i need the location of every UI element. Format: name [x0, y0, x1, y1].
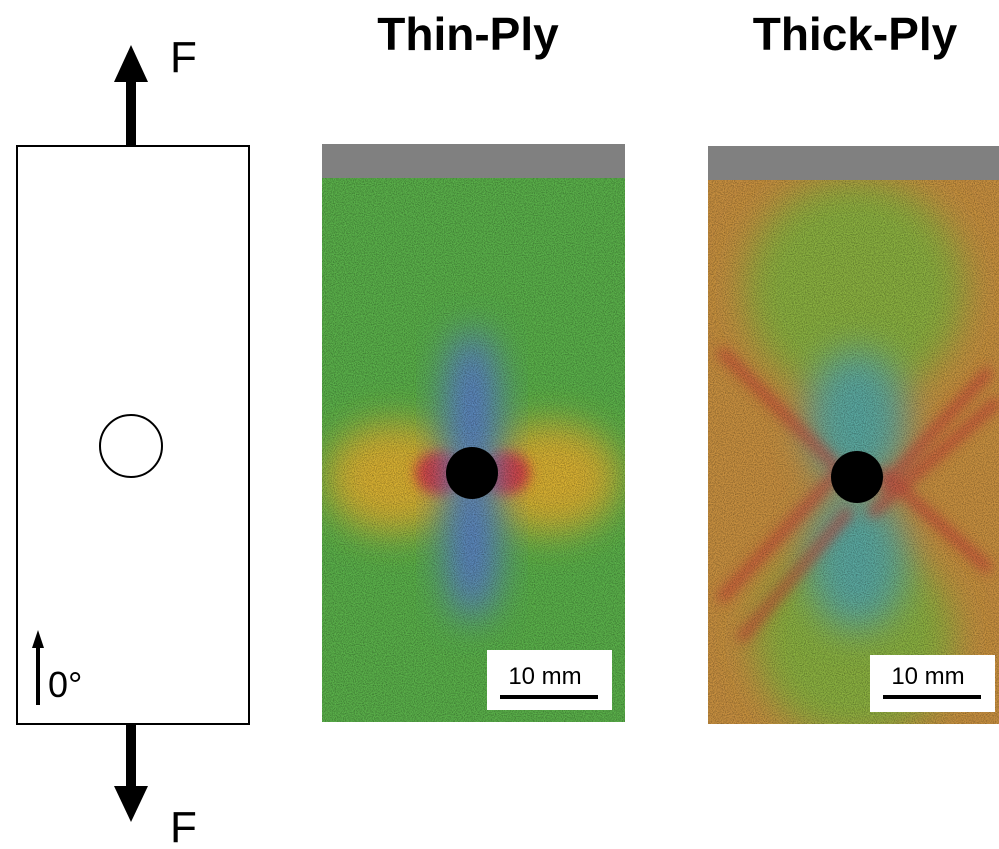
force-arrow-top — [126, 80, 136, 146]
scale-label: 10 mm — [508, 663, 581, 690]
panel-title: Thick-Ply — [753, 8, 958, 60]
strain-field — [322, 144, 625, 722]
force-arrow-bottom — [126, 724, 136, 788]
force-arrowhead-top — [114, 45, 148, 82]
thin-ply-panel: Thin-Ply 10 mm — [322, 8, 625, 722]
strain-field — [708, 146, 999, 740]
figure: F F 0° Thin-Ply 10 mm Thick-Ply — [0, 0, 999, 849]
force-label-bottom: F — [170, 803, 197, 849]
specimen: F F 0° — [17, 33, 249, 849]
orientation-label: 0° — [48, 664, 82, 705]
orientation-arrow — [36, 645, 40, 705]
thick-ply-panel: Thick-Ply 10 mm — [708, 8, 999, 740]
force-label-top: F — [170, 33, 197, 82]
panel-title: Thin-Ply — [377, 8, 559, 60]
scale-bar — [500, 695, 598, 699]
force-arrowhead-bottom — [114, 786, 148, 822]
scale-bar — [883, 695, 981, 699]
scale-label: 10 mm — [891, 663, 964, 690]
specimen-hole — [100, 415, 162, 477]
